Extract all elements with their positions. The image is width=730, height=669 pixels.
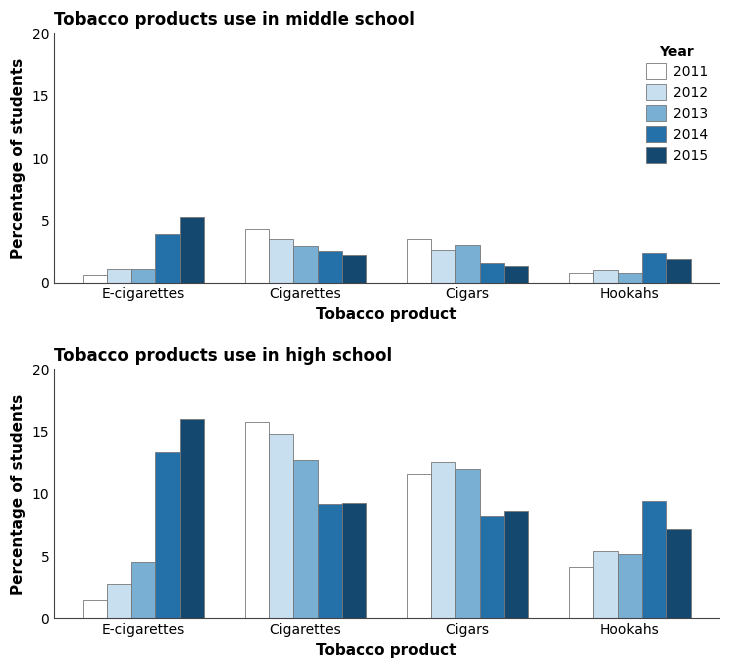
Bar xyxy=(318,252,342,282)
Y-axis label: Percentage of students: Percentage of students xyxy=(11,393,26,595)
Bar xyxy=(269,434,293,618)
Bar xyxy=(131,269,155,282)
Bar xyxy=(569,567,593,618)
Bar xyxy=(569,273,593,282)
Bar xyxy=(618,273,642,282)
Bar xyxy=(480,516,504,618)
Bar xyxy=(342,502,366,618)
Bar xyxy=(504,266,529,282)
Text: Tobacco products use in high school: Tobacco products use in high school xyxy=(54,347,392,365)
Bar xyxy=(318,504,342,618)
Bar xyxy=(82,275,107,282)
Bar xyxy=(480,263,504,282)
Bar xyxy=(245,421,269,618)
Bar xyxy=(593,270,618,282)
Bar xyxy=(666,529,691,618)
Text: Tobacco products use in middle school: Tobacco products use in middle school xyxy=(54,11,415,29)
Bar xyxy=(593,551,618,618)
Bar xyxy=(618,554,642,618)
Bar xyxy=(269,239,293,282)
Bar xyxy=(642,501,666,618)
Bar xyxy=(642,253,666,282)
Bar xyxy=(456,246,480,282)
Bar xyxy=(431,250,456,282)
Bar xyxy=(107,269,131,282)
Legend: 2011, 2012, 2013, 2014, 2015: 2011, 2012, 2013, 2014, 2015 xyxy=(642,40,712,167)
X-axis label: Tobacco product: Tobacco product xyxy=(316,307,457,322)
Bar xyxy=(293,246,318,282)
Bar xyxy=(666,259,691,282)
Bar xyxy=(180,419,204,618)
Bar xyxy=(155,452,180,618)
Bar xyxy=(407,239,431,282)
Bar xyxy=(245,229,269,282)
Bar xyxy=(431,462,456,618)
Bar xyxy=(504,511,529,618)
Bar xyxy=(155,234,180,282)
Bar xyxy=(456,469,480,618)
Bar xyxy=(131,563,155,618)
Bar xyxy=(407,474,431,618)
Y-axis label: Percentage of students: Percentage of students xyxy=(11,58,26,259)
Bar xyxy=(107,583,131,618)
Bar xyxy=(293,460,318,618)
Bar xyxy=(82,600,107,618)
Bar xyxy=(342,255,366,282)
X-axis label: Tobacco product: Tobacco product xyxy=(316,643,457,658)
Bar xyxy=(180,217,204,282)
